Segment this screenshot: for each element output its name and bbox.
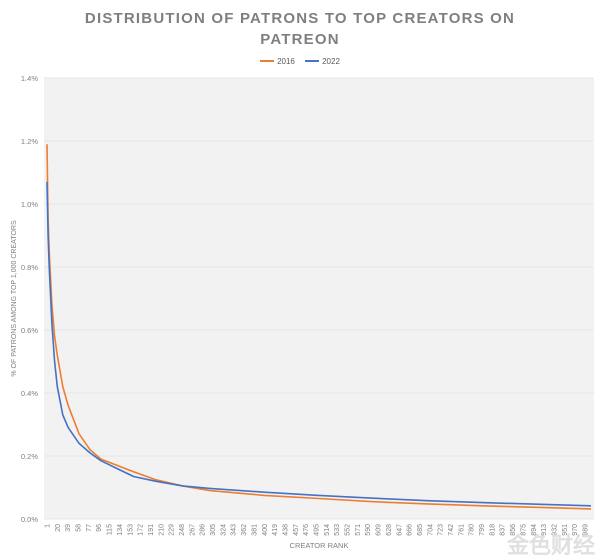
y-tick-label: 0.0%	[21, 515, 38, 524]
x-tick-label: 989	[583, 524, 590, 536]
x-tick-label: 1	[45, 524, 52, 528]
x-axis-label: CREATOR RANK	[290, 541, 349, 550]
x-tick-label: 780	[469, 524, 476, 536]
x-tick-label: 381	[251, 524, 258, 536]
x-tick-label: 153	[127, 524, 134, 536]
y-axis-label: % OF PATRONS AMONG TOP 1,000 CREATORS	[11, 220, 18, 377]
x-tick-label: 799	[479, 524, 486, 536]
x-tick-label: 609	[376, 524, 383, 536]
x-tick-label: 362	[241, 524, 248, 536]
x-tick-label: 343	[231, 524, 238, 536]
x-tick-label: 742	[448, 524, 455, 536]
y-tick-label: 1.4%	[21, 74, 38, 83]
x-tick-label: 476	[303, 524, 310, 536]
x-tick-label: 172	[138, 524, 145, 536]
x-tick-label: 647	[396, 524, 403, 536]
legend-swatch	[305, 60, 320, 62]
x-tick-label: 818	[489, 524, 496, 536]
watermark-logo: 金色财经	[506, 533, 595, 558]
title-line-1: DISTRIBUTION OF PATRONS TO TOP CREATORS …	[84, 10, 516, 27]
x-tick-label: 723	[438, 524, 445, 536]
x-tick-label: 305	[210, 524, 217, 536]
title-line-2: PATREON	[260, 31, 340, 48]
x-tick-label: 894	[531, 524, 538, 536]
x-tick-label: 590	[365, 524, 372, 536]
y-tick-label: 0.6%	[21, 326, 38, 335]
x-tick-label: 457	[293, 524, 300, 536]
y-tick-label: 1.0%	[21, 200, 38, 209]
x-tick-label: 704	[427, 524, 434, 536]
x-tick-label: 666	[407, 524, 414, 536]
legend: 2016 2022	[0, 55, 600, 66]
x-tick-label: 571	[355, 524, 362, 536]
x-tick-label: 134	[117, 524, 124, 536]
x-tick-label: 229	[169, 524, 176, 536]
x-tick-label: 115	[107, 524, 114, 535]
y-tick-label: 0.2%	[21, 452, 38, 461]
x-tick-label: 20	[55, 524, 62, 532]
y-tick-label: 0.4%	[21, 389, 38, 398]
x-tick-label: 685	[417, 524, 424, 536]
x-tick-label: 970	[572, 524, 579, 536]
y-tick-label: 0.8%	[21, 263, 38, 272]
legend-item-2016: 2016	[260, 57, 295, 66]
x-tick-label: 210	[158, 524, 165, 536]
x-tick-label: 400	[262, 524, 269, 536]
legend-swatch	[260, 60, 275, 62]
x-tick-label: 837	[500, 524, 507, 536]
x-tick-label: 514	[324, 524, 331, 536]
x-tick-label: 324	[220, 524, 227, 536]
x-tick-label: 248	[179, 524, 186, 536]
x-tick-label: 761	[458, 524, 465, 536]
series-line-2016	[46, 144, 592, 510]
x-tick-label: 875	[520, 524, 527, 536]
x-tick-label: 39	[65, 524, 72, 532]
y-tick-label: 1.2%	[21, 137, 38, 146]
x-tick-label: 552	[345, 524, 352, 536]
x-tick-label: 58	[76, 524, 83, 532]
x-tick-label: 932	[551, 524, 558, 536]
chart-title: DISTRIBUTION OF PATRONS TO TOP CREATORS …	[0, 8, 600, 50]
legend-label: 2016	[277, 56, 295, 66]
x-tick-label: 495	[314, 524, 321, 536]
x-tick-label: 628	[386, 524, 393, 536]
x-tick-label: 419	[272, 524, 279, 536]
x-tick-label: 856	[510, 524, 517, 536]
x-tick-label: 191	[148, 524, 155, 536]
series-line-2022	[46, 181, 592, 507]
x-tick-label: 438	[282, 524, 289, 536]
x-tick-label: 533	[334, 524, 341, 536]
x-tick-label: 267	[189, 524, 196, 536]
legend-item-2022: 2022	[305, 57, 340, 66]
x-tick-label: 286	[200, 524, 207, 536]
plot-background	[44, 78, 594, 519]
legend-label: 2022	[322, 56, 340, 66]
x-tick-label: 951	[562, 524, 569, 536]
x-tick-label: 77	[86, 524, 93, 532]
x-tick-label: 913	[541, 524, 548, 536]
x-tick-label: 96	[96, 524, 103, 532]
